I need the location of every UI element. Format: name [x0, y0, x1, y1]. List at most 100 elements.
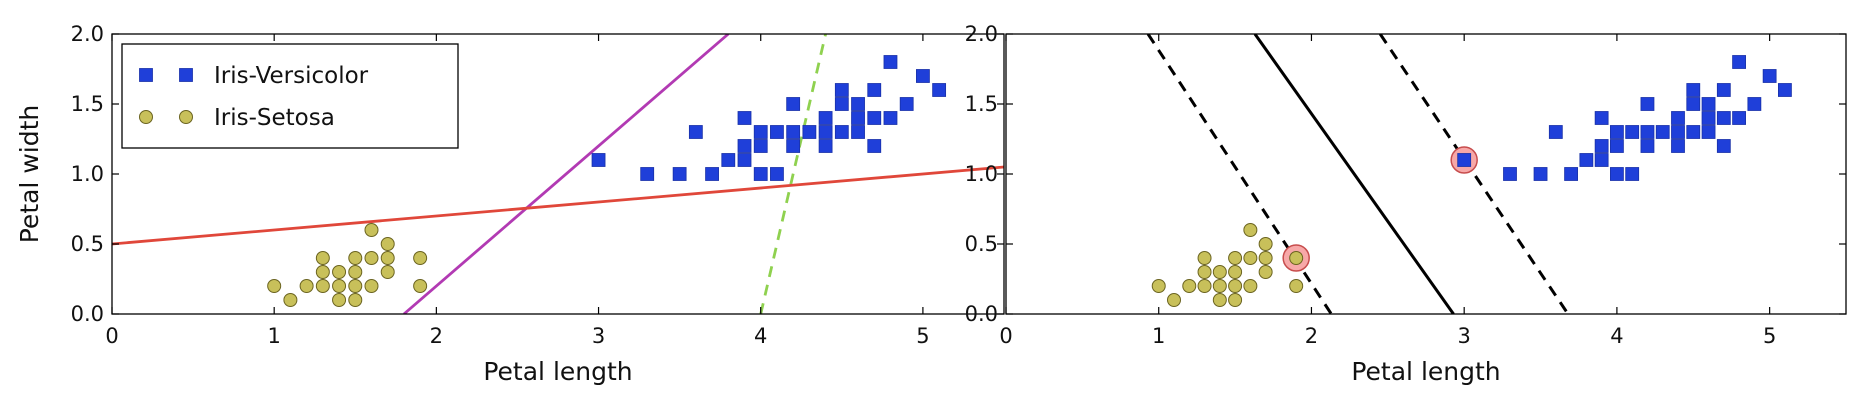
left-versicolor-point-17: [802, 125, 817, 139]
left-legend-marker-0-1: [179, 68, 193, 82]
left-setosa-point-17: [380, 251, 395, 265]
right-versicolor-point-14: [1640, 139, 1655, 153]
left-setosa-point-5: [315, 251, 330, 265]
left-versicolor-point-29: [867, 83, 882, 97]
left-versicolor-point-6: [737, 153, 752, 167]
right-setosa-point-4: [1197, 265, 1212, 279]
right-versicolor-point-32: [1747, 97, 1762, 111]
right-setosa-point-15: [1243, 223, 1258, 237]
left-setosa-point-2: [299, 279, 314, 293]
left-versicolor-point-31: [883, 55, 898, 69]
left-boundary-line-0: [759, 34, 827, 314]
left-setosa-point-4: [315, 265, 330, 279]
left-versicolor-point-9: [753, 167, 768, 181]
left-ytick-label-1: 0.5: [71, 232, 104, 256]
right-xtick-label-5: 5: [1763, 324, 1776, 348]
left-setosa-point-20: [413, 251, 428, 265]
left-y-axis-label: Petal width: [15, 105, 44, 244]
right-versicolor-point-4: [1564, 167, 1578, 181]
right-versicolor-point-11: [1610, 125, 1624, 139]
right-versicolor-point-29: [1716, 83, 1731, 97]
right-ytick-label-1: 0.5: [965, 232, 998, 256]
left-versicolor-point-4: [705, 167, 719, 181]
left-legend-marker-1-1: [179, 110, 193, 124]
right-versicolor-point-18: [1671, 139, 1685, 153]
right-setosa-point-8: [1212, 265, 1227, 279]
left-xtick-label-1: 1: [267, 324, 280, 348]
left-setosa-point-3: [315, 279, 330, 293]
left-versicolor-point-24: [851, 125, 865, 139]
left-legend-marker-1-0: [139, 110, 153, 124]
right-versicolor-point-20: [1671, 111, 1685, 125]
right-plot-area: [1146, 34, 1792, 314]
left-setosa-point-13: [364, 279, 379, 293]
right-versicolor-point-8: [1594, 111, 1609, 125]
left-versicolor-point-33: [916, 69, 930, 83]
left-x-axis-label: Petal length: [483, 357, 632, 386]
right-setosa-point-10: [1228, 279, 1243, 293]
left-versicolor-point-20: [818, 111, 833, 125]
right-setosa-point-5: [1197, 251, 1212, 265]
right-setosa-point-20: [1289, 251, 1304, 265]
left-setosa-point-9: [348, 293, 363, 307]
left-setosa-point-16: [380, 265, 395, 279]
right-versicolor-point-1: [1503, 167, 1517, 181]
left-xtick-label-5: 5: [916, 324, 929, 348]
right-versicolor-point-28: [1716, 111, 1731, 125]
left-versicolor-point-21: [834, 125, 849, 139]
left-setosa-point-10: [348, 279, 363, 293]
right-versicolor-point-16: [1640, 97, 1655, 111]
left-versicolor-point-12: [770, 167, 784, 181]
left-versicolor-point-34: [932, 83, 947, 97]
right-versicolor-point-13: [1625, 125, 1640, 139]
right-versicolor-point-34: [1778, 83, 1792, 97]
left-versicolor-point-2: [672, 167, 687, 181]
left-xtick-label-0: 0: [105, 324, 118, 348]
left-boundary-line-2: [112, 165, 1004, 246]
left-versicolor-point-22: [834, 97, 849, 111]
right-setosa-point-19: [1289, 279, 1304, 293]
left-xtick-label-3: 3: [592, 324, 605, 348]
right-versicolor-point-21: [1686, 125, 1701, 139]
left-versicolor-point-10: [753, 139, 768, 153]
left-setosa-point-6: [332, 293, 347, 307]
left-versicolor-point-13: [770, 125, 784, 139]
right-ytick-label-2: 1.0: [965, 162, 998, 186]
right-versicolor-point-22: [1686, 97, 1701, 111]
left-versicolor-point-18: [818, 139, 833, 153]
right-x-axis-label: Petal length: [1351, 357, 1500, 386]
right-chart-panel: 0 1 2 3 4 5 0.0 0.5 1.0 1.5 2.0 Petal length: [965, 22, 1847, 386]
right-versicolor-point-33: [1762, 69, 1777, 83]
left-legend-label-1: Iris-Setosa: [214, 105, 335, 131]
left-setosa-point-11: [348, 265, 363, 279]
right-setosa-point-13: [1243, 279, 1258, 293]
right-ytick-label-4: 2.0: [965, 22, 998, 46]
left-versicolor-point-25: [851, 111, 865, 125]
right-xtick-label-1: 1: [1152, 324, 1165, 348]
right-axes-frame: [1005, 33, 1847, 315]
left-boundary-line-1: [403, 34, 730, 314]
left-versicolor-point-19: [818, 125, 833, 139]
left-setosa-point-19: [413, 279, 428, 293]
right-ytick-label-3: 1.5: [965, 92, 998, 116]
left-xtick-label-4: 4: [754, 324, 767, 348]
left-versicolor-point-11: [753, 125, 768, 139]
left-setosa-point-12: [348, 251, 363, 265]
right-versicolor-point-27: [1716, 139, 1731, 153]
left-setosa-point-1: [283, 293, 298, 307]
right-xtick-label-3: 3: [1457, 324, 1470, 348]
left-xtick-label-2: 2: [430, 324, 443, 348]
left-versicolor-point-7: [737, 139, 752, 153]
right-versicolor-point-9: [1610, 167, 1624, 181]
right-setosa-point-14: [1243, 251, 1258, 265]
right-setosa-point-6: [1212, 293, 1227, 307]
left-versicolor-point-16: [786, 97, 801, 111]
left-setosa-point-14: [364, 251, 379, 265]
left-versicolor-point-3: [688, 125, 703, 139]
right-ytick-label-0: 0.0: [965, 302, 998, 326]
right-versicolor-point-7: [1594, 139, 1609, 153]
left-setosa-point-15: [364, 223, 379, 237]
left-versicolor-point-0: [591, 153, 606, 167]
right-versicolor-point-0: [1457, 153, 1472, 167]
